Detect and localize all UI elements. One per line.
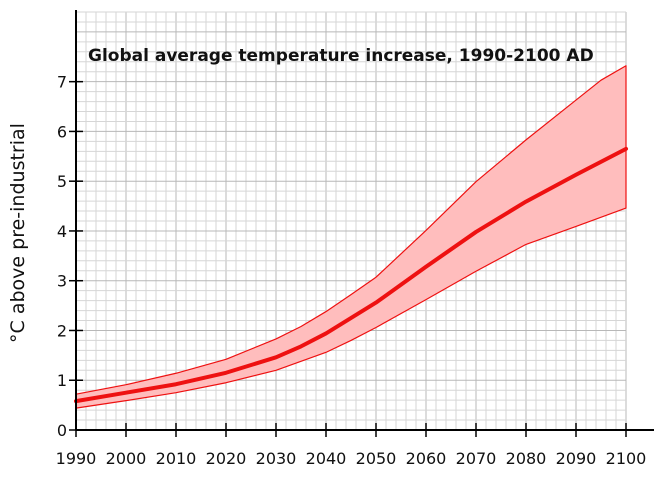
y-tick-label: 5 [57,172,67,191]
series-lines [74,65,628,409]
chart-title: Global average temperature increase, 199… [88,46,594,66]
tick-labels: 1990 2000 2010 2020 2030 2040 2050 2060 2070 2080… [56,73,647,468]
x-tick-label: 2060 [406,449,447,468]
x-tick-label: 2010 [156,449,197,468]
x-tick-label: 2040 [306,449,347,468]
central-line [74,146,628,404]
y-axis-label: °C above pre-industrial [7,123,29,343]
y-tick-label: 0 [57,421,67,440]
uncertainty-band-fill [76,65,626,409]
y-tick-label: 2 [57,321,67,340]
upper-bound-line [75,65,627,395]
x-tick-label: 2070 [456,449,497,468]
uncertainty-band [76,65,626,409]
grid [75,11,627,431]
x-tick-label: 1990 [56,449,97,468]
x-tick-label: 2050 [356,449,397,468]
y-tick-label: 1 [57,371,67,390]
y-tick-label: 7 [57,73,67,92]
x-tick-label: 2030 [256,449,297,468]
axes [69,10,654,437]
y-tick-label: 4 [57,222,67,241]
y-tick-label: 6 [57,122,67,141]
x-tick-label: 2090 [556,449,597,468]
y-tick-label: 3 [57,272,67,291]
x-tick-label: 2080 [506,449,547,468]
x-tick-label: 2000 [106,449,147,468]
x-tick-label: 2100 [606,449,647,468]
lower-bound-line [75,207,627,409]
x-tick-label: 2020 [206,449,247,468]
